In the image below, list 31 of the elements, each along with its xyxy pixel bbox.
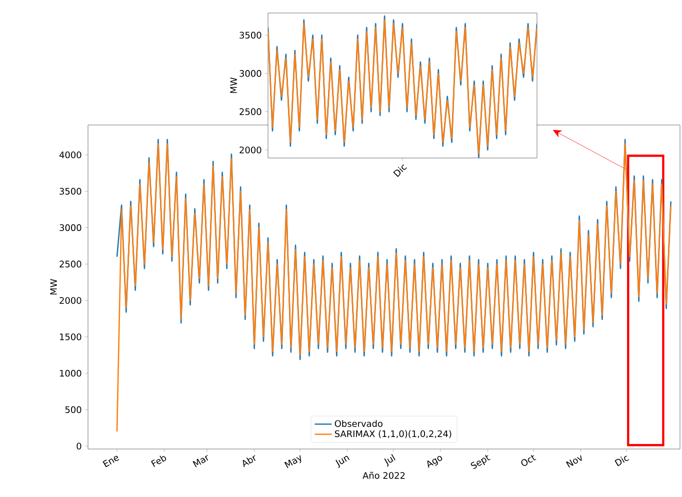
y-tick-label: 3500 [240,32,262,39]
y-tick-label: 500 [65,406,82,414]
y-tick-label: 1000 [60,370,82,377]
y-tick-label: 2500 [240,108,262,116]
y-tick-label: 3500 [60,188,82,195]
y-axis-title: MW [50,278,57,294]
x-tick-label: Nov [566,455,582,468]
y-tick-label: 3000 [240,70,262,77]
y-tick-label: 2000 [240,146,262,154]
x-tick-label: Dic [614,456,629,466]
x-tick-label: Oct [521,454,536,466]
x-tick-label: May [284,455,302,468]
x-axis-title: Año 2022 [362,472,405,479]
x-tick-label: Dic [393,164,407,177]
x-tick-label: Sept [470,454,490,470]
x-tick-label: Ago [427,456,442,468]
x-tick-label: Abr [242,455,256,468]
legend-label: Observado [334,420,382,427]
legend-label: SARIMAX (1,1,0)(1,0,2,24) [334,430,452,438]
y-axis-title: MW [230,77,237,93]
y-tick-label: 1500 [60,333,82,340]
x-tick-label: Jun [336,456,350,468]
x-tick-label: Mar [192,454,208,468]
y-tick-label: 3000 [60,224,82,232]
y-tick-label: 2000 [60,297,82,304]
y-tick-label: 0 [76,442,82,450]
x-tick-label: Jul [384,454,396,467]
x-tick-label: Ene [102,456,120,468]
y-tick-label: 4000 [59,151,82,158]
x-tick-label: Feb [150,456,166,468]
y-tick-label: 2500 [60,260,82,268]
